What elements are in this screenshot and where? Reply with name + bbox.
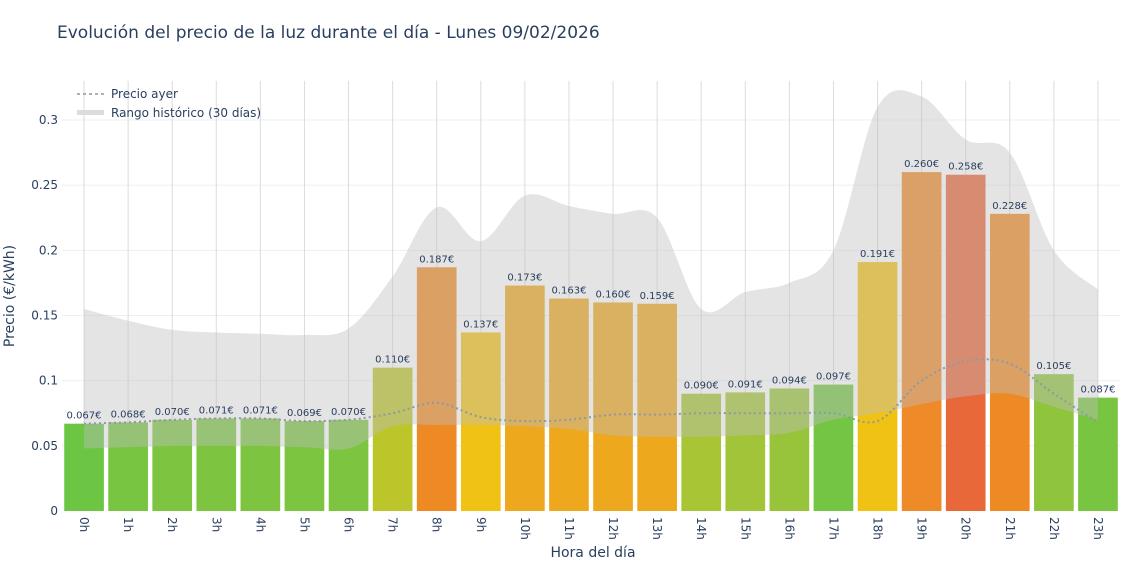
historical-range-area xyxy=(84,90,1098,450)
price-bar xyxy=(549,298,589,511)
data-label: 0.094€ xyxy=(772,375,807,386)
data-label: 0.091€ xyxy=(728,379,763,390)
price-bar xyxy=(901,172,942,511)
y-tick-label: 0.05 xyxy=(31,439,58,453)
x-axis-ticks: 0h 1h 2h 3h 4h 5h 6h 7h 8h 9h 10h 11h 12h 13h 14h 15h 16… xyxy=(77,517,1105,540)
data-label: 0.067€ xyxy=(67,411,102,422)
legend: Precio ayer Rango histórico (30 días) xyxy=(77,87,261,120)
yesterday-price-line xyxy=(84,358,1099,425)
data-label: 0.087€ xyxy=(1080,385,1115,396)
price-bar xyxy=(108,422,148,511)
x-tick-label: 14h xyxy=(694,517,708,540)
x-tick-label: 5h xyxy=(297,517,311,532)
price-bar xyxy=(593,302,633,511)
price-bar xyxy=(64,423,104,511)
price-bar xyxy=(769,388,810,511)
price-bar xyxy=(813,384,854,511)
x-tick-label: 21h xyxy=(1003,517,1017,540)
x-tick-label: 0h xyxy=(77,517,91,532)
y-tick-label: 0.25 xyxy=(31,178,58,192)
price-bar xyxy=(240,418,281,511)
price-bar xyxy=(196,418,237,511)
data-label: 0.228€ xyxy=(992,201,1027,212)
price-bar xyxy=(505,285,545,511)
price-bar xyxy=(989,213,1030,511)
y-axis-ticks: 0 0.05 0.1 0.15 0.2 0.25 0.3 xyxy=(31,113,58,518)
data-label: 0.069€ xyxy=(287,408,322,419)
x-tick-label: 15h xyxy=(738,517,752,540)
x-tick-label: 22h xyxy=(1047,517,1061,540)
legend-yesterday-label[interactable]: Precio ayer xyxy=(111,87,178,101)
data-label: 0.070€ xyxy=(155,407,190,418)
x-tick-label: 13h xyxy=(650,517,664,540)
x-tick-label: 11h xyxy=(562,517,576,540)
price-bar xyxy=(945,174,986,512)
y-tick-label: 0.3 xyxy=(39,113,58,127)
x-tick-label: 3h xyxy=(209,517,223,532)
price-bar xyxy=(328,419,369,511)
x-tick-label: 20h xyxy=(959,517,973,540)
data-labels: 0.067€ 0.068€ 0.070€ 0.071€ 0.071€ 0.069€ 0.07… xyxy=(67,159,1116,422)
price-bar xyxy=(152,419,193,511)
x-tick-label: 23h xyxy=(1091,517,1105,540)
price-bar xyxy=(725,392,766,511)
x-tick-label: 17h xyxy=(826,517,840,540)
data-label: 0.163€ xyxy=(551,286,586,297)
y-tick-label: 0.15 xyxy=(31,309,58,323)
x-tick-label: 8h xyxy=(430,517,444,532)
bars xyxy=(64,172,1118,512)
x-axis-label: Hora del día xyxy=(550,545,635,561)
price-bar xyxy=(372,367,413,511)
x-tick-label: 12h xyxy=(606,517,620,540)
data-label: 0.105€ xyxy=(1036,361,1071,372)
price-bar xyxy=(637,303,677,511)
x-tick-label: 19h xyxy=(915,517,929,540)
x-tick-label: 4h xyxy=(253,517,267,532)
x-tick-label: 16h xyxy=(782,517,796,540)
data-label: 0.159€ xyxy=(640,291,675,302)
data-label: 0.187€ xyxy=(419,254,454,265)
data-label: 0.071€ xyxy=(243,405,278,416)
y-axis-label: Precio (€/kWh) xyxy=(2,245,18,347)
y-tick-label: 0 xyxy=(50,504,58,518)
historical-range-band xyxy=(84,90,1098,450)
x-tick-label: 10h xyxy=(518,517,532,540)
data-label: 0.097€ xyxy=(816,372,851,383)
x-tick-label: 18h xyxy=(871,517,885,540)
price-bar xyxy=(416,267,457,511)
legend-range-label[interactable]: Rango histórico (30 días) xyxy=(111,106,261,120)
price-bar xyxy=(1078,397,1118,511)
data-label: 0.260€ xyxy=(904,159,939,170)
chart-title: Evolución del precio de la luz durante e… xyxy=(57,23,600,43)
price-bar xyxy=(1034,374,1074,511)
data-label: 0.191€ xyxy=(860,249,895,260)
x-tick-label: 7h xyxy=(386,517,400,532)
data-label: 0.258€ xyxy=(948,162,983,173)
x-tick-label: 6h xyxy=(342,517,356,532)
legend-range-swatch xyxy=(77,110,104,115)
data-label: 0.070€ xyxy=(331,407,366,418)
data-label: 0.137€ xyxy=(463,319,498,330)
price-bar xyxy=(857,262,898,511)
data-label: 0.071€ xyxy=(199,405,234,416)
yesterday-price-path xyxy=(84,358,1099,425)
data-label: 0.110€ xyxy=(375,355,410,366)
x-tick-label: 9h xyxy=(474,517,488,532)
y-tick-label: 0.1 xyxy=(39,374,58,388)
data-label: 0.173€ xyxy=(507,273,542,284)
y-tick-label: 0.2 xyxy=(39,243,58,257)
x-tick-label: 1h xyxy=(121,517,135,532)
data-label: 0.068€ xyxy=(111,409,146,420)
price-bar xyxy=(284,421,325,511)
x-tick-label: 2h xyxy=(165,517,179,532)
data-label: 0.090€ xyxy=(684,381,719,392)
data-label: 0.160€ xyxy=(596,289,631,300)
price-bar xyxy=(460,332,501,511)
